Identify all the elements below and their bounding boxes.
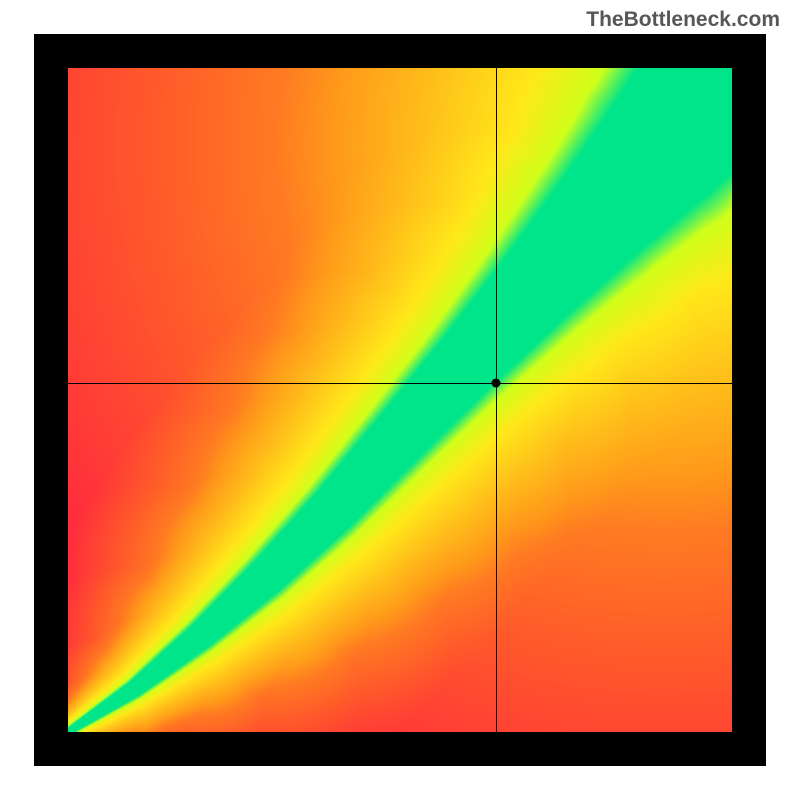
watermark-text: TheBottleneck.com — [586, 8, 780, 32]
inner-area — [68, 68, 732, 732]
crosshair-point — [492, 379, 501, 388]
crosshair-horizontal-line — [68, 383, 732, 384]
chart-container: TheBottleneck.com — [0, 0, 800, 800]
crosshair-vertical-line — [496, 68, 497, 732]
